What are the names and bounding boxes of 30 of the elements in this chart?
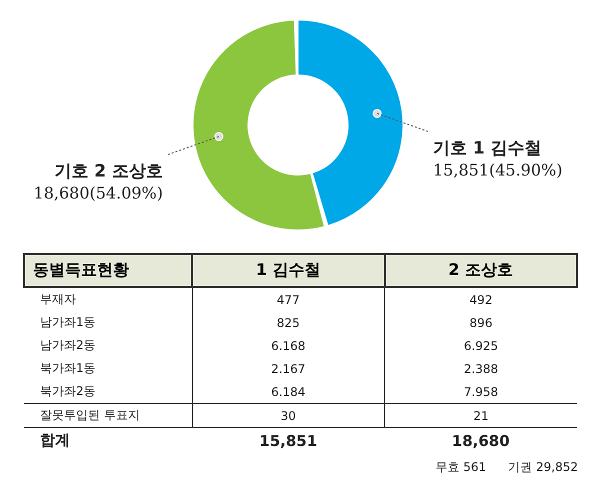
category-label: 남가좌1동 [40,315,96,329]
category-label: 잘못투입된 투표지 [40,408,140,422]
text: 21 [473,408,489,422]
text: 477 [276,292,300,306]
data-label: 15,851(45.90%) [433,160,562,180]
text: 896 [470,316,492,330]
slice-label: 기호 1 김수철 [433,138,542,158]
category-label: 합계 [40,431,70,449]
category-label: 남가좌2동 [40,338,96,352]
text: 825 [276,316,300,330]
category-label: 2 조상호 [384,254,577,287]
text: 18,680 [452,432,510,450]
text: 15,851 [259,432,318,450]
data-label: 18,680(54.09%) [34,184,163,203]
text: 6.168 [271,338,306,352]
text: 7.958 [464,384,498,398]
text: 6.925 [464,338,498,352]
category-label: 1 김수철 [192,254,384,287]
text: 동별득표현황 [24,254,192,287]
text: 2.167 [271,362,306,376]
category-label: 북가좌2동 [40,384,96,398]
text: 기권 29,852 [508,460,578,474]
slice-label: 기호 2 조상호 [54,162,163,182]
text: 무효 561 [435,460,486,474]
text: 6.184 [271,384,306,398]
text: 30 [280,408,296,422]
text: 492 [470,292,492,306]
category-label: 북가좌1동 [40,361,96,375]
text: 2.388 [464,362,498,376]
category-label: 부재자 [40,292,76,306]
